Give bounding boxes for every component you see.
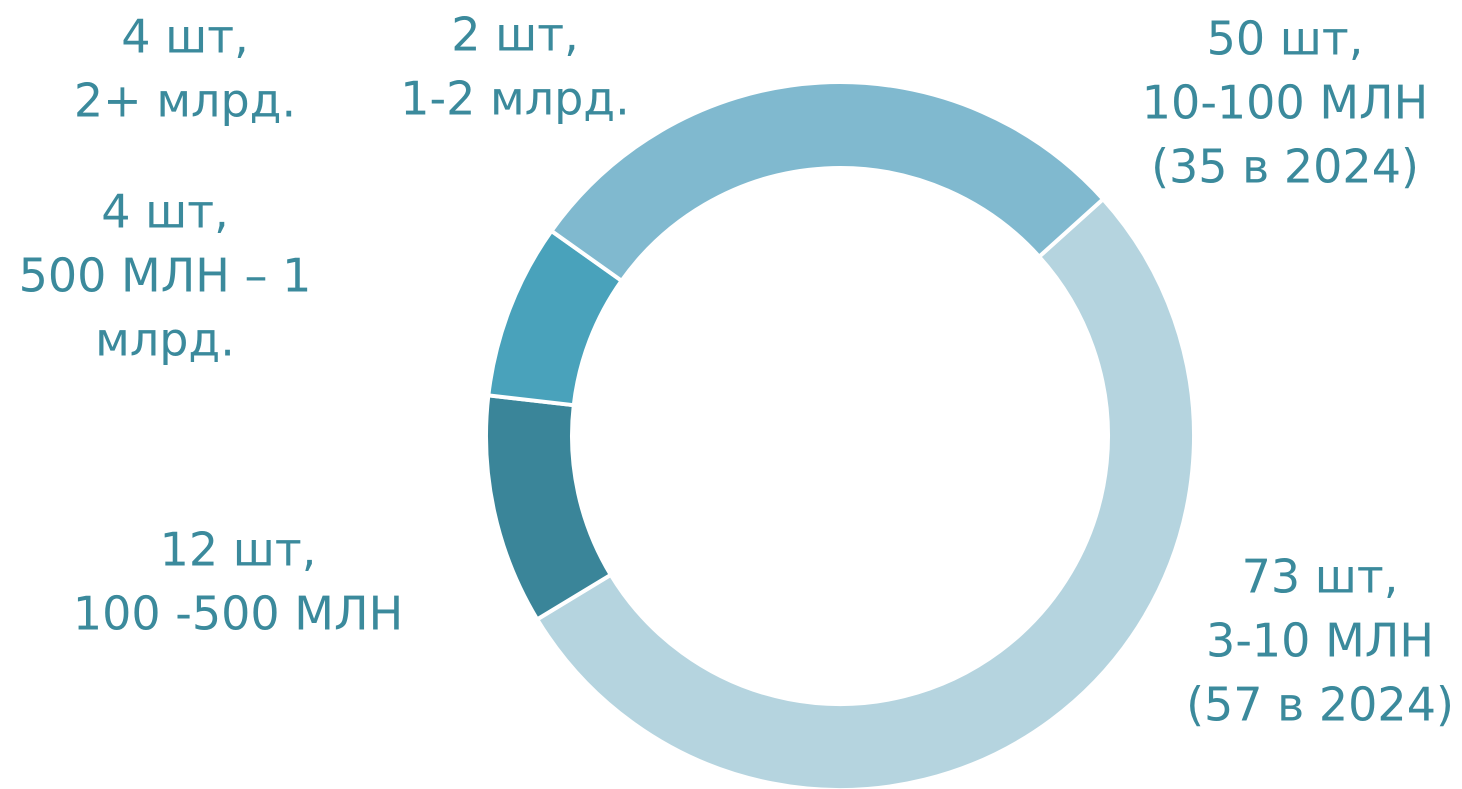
- segment-label: 50 шт,: [1207, 12, 1364, 66]
- segment-label: 1-2 млрд.: [400, 72, 629, 126]
- segment-label: 500 МЛН – 1: [19, 249, 312, 303]
- segment-label: 12 шт,: [160, 523, 317, 577]
- segment-label: 73 шт,: [1242, 550, 1399, 604]
- segment-label: 3-10 МЛН: [1206, 614, 1434, 668]
- segment-label: 100 -500 МЛН: [73, 587, 403, 641]
- segment-label: (57 в 2024): [1186, 678, 1454, 732]
- donut-segment: [534, 196, 1196, 789]
- segment-label: 4 шт,: [101, 185, 228, 239]
- segment-label: (35 в 2024): [1151, 140, 1419, 194]
- donut-segment: [548, 80, 1106, 284]
- segment-label: 4 шт,: [121, 10, 248, 64]
- segment-label: млрд.: [95, 313, 235, 367]
- segment-label: 2 шт,: [451, 8, 578, 62]
- segment-label: 10-100 МЛН: [1142, 76, 1428, 130]
- segment-label: 2+ млрд.: [74, 74, 296, 128]
- donut-segment: [484, 393, 614, 623]
